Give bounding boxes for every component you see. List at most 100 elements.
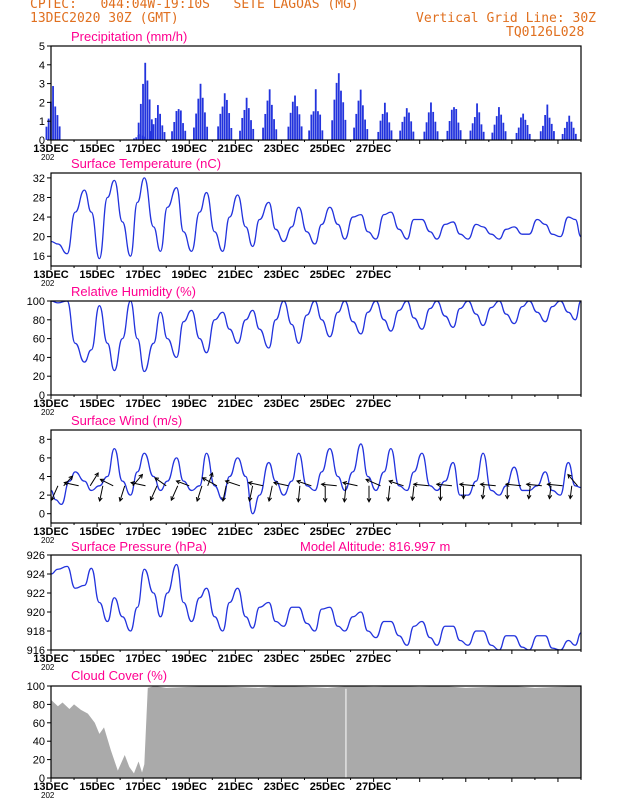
panel-frame: [50, 429, 582, 524]
y-tick-label: 24: [33, 212, 45, 224]
precip-bar: [250, 120, 252, 140]
wind-arrow-head: [272, 481, 278, 486]
wind-arrow: [154, 477, 167, 487]
x-tick-label: 17DEC: [125, 143, 161, 155]
model-code: TQ0126L028: [506, 25, 585, 40]
precip-bar: [241, 117, 244, 140]
wind-arrow-head: [504, 494, 510, 500]
x-tick-label: 15DEC: [79, 269, 115, 281]
precip-bar: [296, 106, 299, 140]
precip-bar: [331, 120, 334, 140]
y-tick-label: 0: [39, 135, 45, 147]
wind-arrow: [202, 477, 218, 487]
wind-arrow: [342, 482, 358, 487]
wind-arrow: [130, 482, 146, 487]
wind-arrow: [222, 485, 227, 502]
precip-bar: [252, 128, 255, 140]
wind-arrow-head: [322, 498, 328, 503]
y-tick-label: 40: [33, 352, 45, 364]
wind-arrow: [99, 485, 104, 502]
precip-bar: [58, 126, 61, 140]
y-tick-label: 40: [33, 736, 45, 748]
panel-title: Surface Temperature (nC): [71, 156, 221, 171]
precip-bar: [152, 124, 155, 140]
wind-arrow-head: [138, 473, 144, 479]
precip-bar: [364, 119, 366, 140]
precip-bar: [526, 125, 529, 140]
precip-bar: [243, 109, 246, 140]
precip-bar: [544, 114, 547, 140]
precip-bar: [522, 113, 525, 140]
precip-bar: [195, 113, 198, 140]
precip-bar: [482, 131, 485, 140]
wind-arrow: [225, 480, 241, 487]
precip-bar: [319, 114, 322, 140]
y-tick-label: 1: [39, 116, 45, 128]
x-tick-label: 15DEC: [79, 653, 115, 665]
x-tick-label: 13DEC: [33, 653, 69, 665]
x-tick-label: 21DEC: [218, 143, 254, 155]
precip-bar: [446, 130, 449, 140]
x-tick-label: 25DEC: [310, 398, 346, 410]
precip-bar: [177, 109, 180, 140]
panel-frame: [50, 172, 582, 267]
precip-bar: [239, 130, 241, 140]
x-tick-label: 19DEC: [172, 269, 208, 281]
precip-bar: [133, 138, 135, 140]
x-tick-label: 25DEC: [310, 143, 346, 155]
x-tick-label: 21DEC: [218, 653, 254, 665]
y-tick-label: 0: [39, 390, 45, 402]
x-tick-label: 17DEC: [125, 653, 161, 665]
precip-bar: [142, 83, 144, 140]
wind-arrow: [297, 485, 301, 502]
y-tick-label: 20: [33, 232, 45, 244]
panel-5: 916 918 920 922 924 926 13DEC 15DEC 17DEC 19DEC 21…: [27, 539, 582, 672]
precip-bar: [268, 89, 271, 140]
x-tick-label: 13DEC: [33, 269, 69, 281]
precip-bar: [563, 127, 566, 140]
wind-arrow-head: [410, 496, 416, 502]
wind-arrow-head: [366, 498, 372, 503]
wind-arrow: [119, 485, 126, 502]
x-year-label: 202: [41, 153, 55, 162]
precip-bar: [175, 111, 178, 140]
precip-bar: [399, 130, 402, 140]
precip-bar: [561, 133, 564, 140]
precip-bar: [287, 126, 290, 140]
precip-bar: [478, 112, 481, 140]
precip-bar: [204, 112, 206, 140]
wind-arrow: [526, 483, 542, 487]
x-year-label: 202: [41, 408, 55, 417]
wind-arrow-head: [435, 482, 441, 487]
precip-bar: [515, 132, 518, 140]
series-line: [51, 443, 581, 515]
x-tick-label: 17DEC: [125, 398, 161, 410]
wind-arrow-head: [247, 497, 253, 503]
x-tick-label: 13DEC: [33, 143, 69, 155]
precip-bar: [150, 119, 153, 140]
precip-bar: [223, 93, 226, 140]
precip-bar: [266, 100, 269, 140]
precip-bar: [361, 105, 364, 140]
precip-bar: [430, 102, 432, 140]
wind-arrow-head: [458, 482, 464, 487]
wind-arrow: [296, 480, 312, 487]
precip-bar: [159, 113, 161, 140]
x-tick-label: 21DEC: [218, 781, 254, 793]
x-tick-label: 13DEC: [33, 526, 69, 538]
y-tick-label: 20: [33, 755, 45, 767]
wind-arrow: [365, 478, 381, 487]
precip-bar: [353, 127, 355, 140]
precip-bar: [366, 129, 369, 140]
precip-bar: [542, 125, 544, 140]
location-header: CPTEC: 044:04W-19:10S SETE LAGOAS (MG): [30, 0, 359, 12]
precip-bar: [206, 126, 209, 140]
wind-arrow-head: [438, 496, 443, 502]
wind-arrow-head: [224, 479, 230, 485]
wind-arrow: [207, 472, 213, 486]
wind-arrow-head: [320, 482, 326, 487]
panel-title: Cloud Cover (%): [71, 668, 167, 683]
precip-bar: [337, 73, 340, 140]
precip-bar: [517, 127, 520, 140]
wind-arrow-head: [461, 494, 466, 500]
